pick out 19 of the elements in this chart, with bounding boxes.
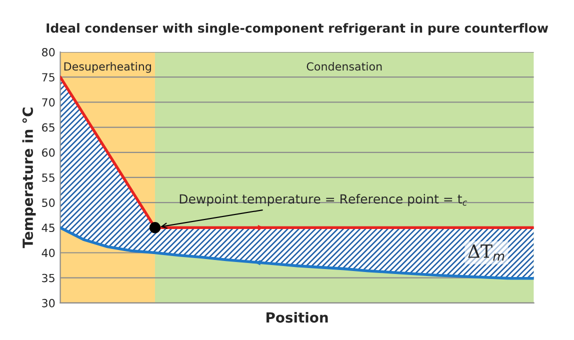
x-axis-title: Position (266, 312, 328, 323)
y-axis-title: Temperature in °C (22, 108, 36, 248)
annotation: Condensation (306, 62, 382, 71)
chart-title: Ideal condenser with single-component refrigerant in pure counterflow (46, 23, 548, 36)
y-tick-label: 75 (42, 73, 54, 82)
annotation: Dewpoint temperature = Reference point = t$_{c}$ (180, 194, 468, 206)
y-tick-label: 45 (42, 224, 54, 232)
y-tick-label: 55 (42, 174, 54, 182)
y-tick-label: 40 (42, 248, 55, 258)
y-tick-label: 65 (42, 123, 54, 132)
annotation: ΔT$_{m}$ (468, 244, 504, 261)
annotation: Desuperheating (64, 62, 151, 73)
y-tick-label: 60 (42, 148, 55, 157)
y-tick-label: 70 (42, 98, 55, 107)
line-series (60, 226, 534, 280)
y-tick-label: 80 (42, 48, 55, 56)
y-tick-label: 50 (42, 198, 55, 207)
y-tick-label: 30 (42, 298, 55, 308)
y-tick-label: 35 (42, 274, 54, 282)
